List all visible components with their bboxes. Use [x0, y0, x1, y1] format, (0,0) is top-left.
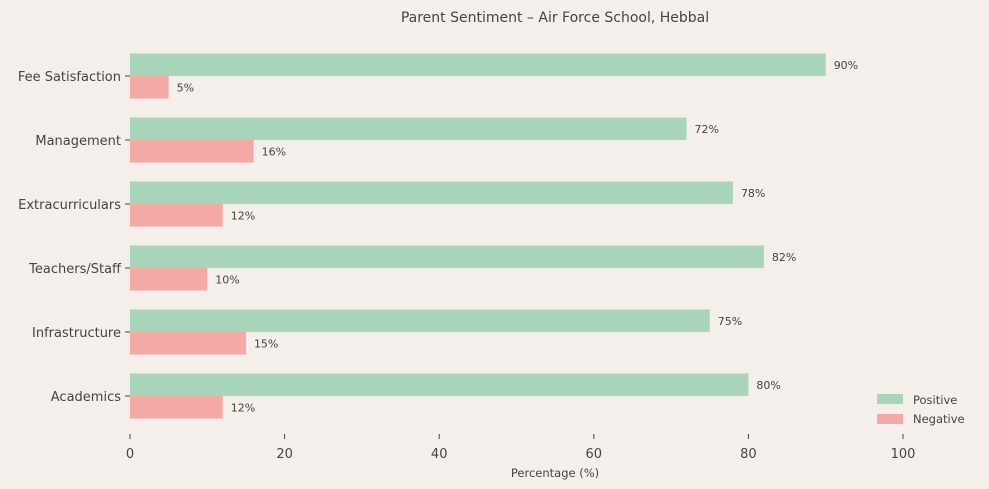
legend-swatch-positive — [877, 394, 903, 404]
data-label: 90% — [834, 59, 858, 72]
data-label: 80% — [756, 379, 780, 392]
bar-negative — [130, 204, 223, 227]
bar-negative — [130, 140, 254, 163]
x-tick-label: 20 — [276, 447, 293, 462]
bar-positive — [130, 245, 764, 268]
legend-swatch-negative — [877, 414, 903, 424]
data-label: 12% — [231, 209, 255, 222]
data-label: 12% — [231, 401, 255, 414]
data-label: 75% — [718, 315, 742, 328]
y-tick-label: Fee Satisfaction — [18, 70, 121, 85]
bar-positive — [130, 117, 687, 140]
data-label: 10% — [215, 273, 239, 286]
x-tick-label: 0 — [126, 447, 134, 462]
y-tick-label: Teachers/Staff — [28, 262, 122, 277]
y-tick-label: Infrastructure — [32, 326, 121, 341]
data-label: 72% — [695, 123, 719, 136]
legend: Positive Negative — [877, 393, 965, 426]
legend-label-negative: Negative — [913, 412, 965, 426]
bar-positive — [130, 53, 826, 76]
x-tick-label: 80 — [740, 447, 757, 462]
bar-positive — [130, 373, 749, 396]
chart-title: Parent Sentiment – Air Force School, Heb… — [401, 10, 709, 26]
x-tick-label: 60 — [586, 447, 603, 462]
x-tick-label: 40 — [431, 447, 448, 462]
y-tick-label: Academics — [51, 390, 121, 405]
bar-negative — [130, 396, 223, 419]
data-label: 15% — [254, 337, 278, 350]
bar-positive — [130, 309, 710, 332]
x-tick-label: 100 — [891, 447, 916, 462]
legend-label-positive: Positive — [913, 393, 957, 407]
data-label: 16% — [262, 145, 286, 158]
y-tick-label: Management — [35, 134, 121, 149]
bar-negative — [130, 76, 169, 99]
y-tick-label: Extracurriculars — [18, 198, 121, 213]
bar-negative — [130, 268, 208, 291]
bar-negative — [130, 332, 246, 355]
data-label: 78% — [741, 187, 765, 200]
data-label: 82% — [772, 251, 796, 264]
data-label: 5% — [177, 81, 194, 94]
x-axis-label: Percentage (%) — [511, 466, 599, 480]
bar-positive — [130, 181, 733, 204]
